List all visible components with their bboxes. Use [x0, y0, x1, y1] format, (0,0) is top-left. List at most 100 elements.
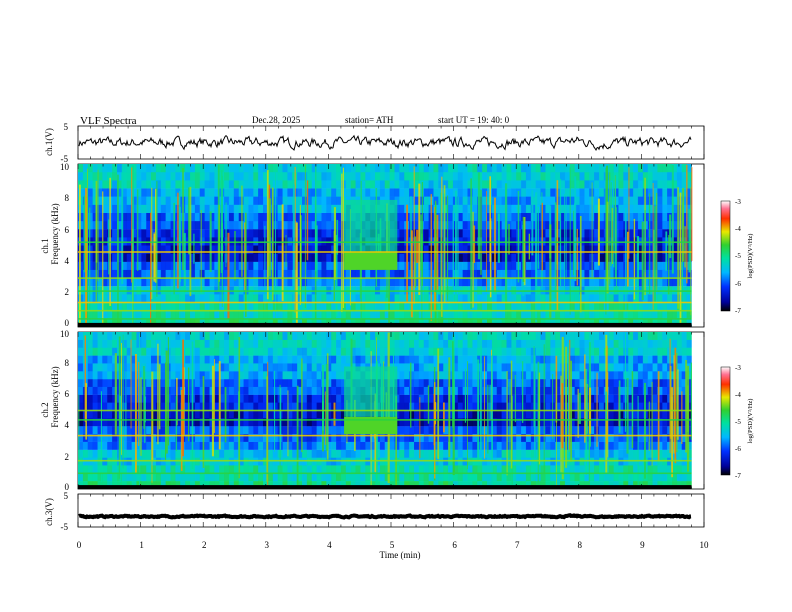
spectrogram-cell [404, 355, 410, 364]
sferic-streak [477, 172, 481, 260]
sferic-streak [275, 171, 276, 320]
spectrogram-cell [228, 269, 235, 279]
spectrogram-cell [331, 164, 337, 173]
spectrogram-cell [525, 278, 532, 287]
spectrogram-cell [151, 229, 157, 238]
spectrogram-cell [204, 245, 210, 254]
spectrogram-cell [321, 269, 327, 279]
spectrogram-cell [277, 278, 283, 287]
spectrogram-cell [550, 212, 556, 222]
spectrogram-cell [594, 188, 600, 197]
spectrogram-cell [151, 473, 157, 482]
spectrogram-cell [584, 245, 590, 254]
spectrogram-cell [233, 196, 239, 205]
spectrogram-cell [637, 196, 644, 205]
spectrogram-cell [482, 294, 488, 303]
spectrogram-cell [525, 347, 532, 356]
spectrogram-cell [165, 196, 171, 205]
spectrogram-cell [511, 426, 517, 435]
spectrogram-cell [287, 449, 293, 458]
spectrogram-cell [146, 229, 152, 238]
spectrogram-cell [131, 441, 137, 450]
spectrogram-cell [311, 449, 317, 458]
spectrogram-cell [409, 180, 415, 189]
spectrogram-cell [199, 196, 205, 205]
spectrogram-cell [345, 449, 351, 458]
spectrogram-cell [574, 180, 580, 189]
spectrogram-cell [267, 363, 274, 372]
spectrogram-cell [540, 261, 546, 270]
spectrogram-cell [350, 441, 356, 450]
spectrogram-cell [443, 269, 449, 279]
spectrogram-cell [599, 310, 605, 319]
spectrogram-cell [170, 473, 176, 482]
spectrogram-cell [297, 278, 303, 287]
spectrogram-cell [506, 363, 512, 372]
spectrogram-cell [399, 332, 405, 340]
spectrogram-cell [399, 434, 405, 442]
spectrogram-cell [370, 434, 376, 442]
spectrogram-cell [78, 355, 84, 364]
spectrogram-cell [238, 164, 244, 173]
spectrogram-cell [155, 204, 162, 213]
spectrogram-cell [112, 221, 118, 230]
spectrogram-cell [564, 481, 571, 489]
spectrogram-cell [87, 434, 93, 442]
spectrogram-cell [467, 402, 473, 411]
spectrogram-cell [97, 355, 103, 364]
spectrogram-cell [521, 196, 527, 205]
spectrogram-cell [676, 164, 683, 173]
spectrogram-cell [345, 434, 351, 442]
spectrogram-cell [102, 212, 108, 222]
spectrogram-cell [506, 332, 512, 340]
spectrogram-cell [160, 434, 166, 442]
spectrogram-cell [389, 473, 395, 482]
spectrogram-cell [370, 441, 376, 450]
spectrogram-cell [185, 347, 191, 356]
spectrogram-cell [637, 188, 644, 197]
spectrogram-cell [676, 180, 683, 189]
spectrogram-cell [175, 363, 181, 372]
spectrogram-cell [131, 473, 137, 482]
spectrogram-cell [287, 204, 293, 213]
spectrogram-cell [652, 188, 658, 197]
spectrogram-cell [555, 426, 561, 435]
spectrogram-cell [267, 278, 274, 287]
spectrogram-cell [277, 379, 283, 387]
spectrogram-cell [151, 204, 157, 213]
spectrogram-cell [146, 410, 152, 419]
spectrogram-cell [496, 278, 502, 287]
spectrogram-cell [297, 229, 303, 238]
spectrogram-cell [146, 310, 152, 319]
spectrogram-cell [365, 465, 371, 474]
emission-line [78, 318, 692, 320]
spectrogram-cell [657, 302, 663, 311]
spectrogram-cell [462, 164, 468, 173]
spectrogram-cell [487, 371, 493, 380]
spectrogram-cell [496, 434, 502, 442]
spectrogram-cell [443, 332, 449, 340]
spectrogram-cell [404, 339, 410, 348]
spectrogram-cell [306, 269, 312, 279]
spectrogram-cell [584, 261, 590, 270]
spectrogram-cell [555, 441, 561, 450]
spectrogram-cell [97, 371, 103, 380]
spectrogram-cell [331, 339, 337, 348]
spectrogram-cell [263, 245, 269, 254]
spectrogram-cell [482, 188, 488, 197]
spectrogram-cell [336, 371, 342, 380]
spectrogram-cell [287, 294, 293, 303]
spectrogram-cell [448, 394, 454, 403]
spectrogram-cell [618, 302, 624, 311]
spectrogram-cell [112, 473, 118, 482]
spectrogram-cell [530, 253, 536, 262]
spectrogram-cell [472, 278, 478, 287]
spectrogram-cell [569, 310, 575, 319]
spectrogram-cell [530, 180, 536, 189]
spectrogram-cell [340, 339, 347, 348]
spectrogram-cell [448, 261, 454, 270]
spectrogram-cell [516, 402, 522, 411]
spectrogram-cell [199, 253, 205, 262]
spectrogram-cell [248, 465, 254, 474]
spectrogram-cell [228, 188, 235, 197]
